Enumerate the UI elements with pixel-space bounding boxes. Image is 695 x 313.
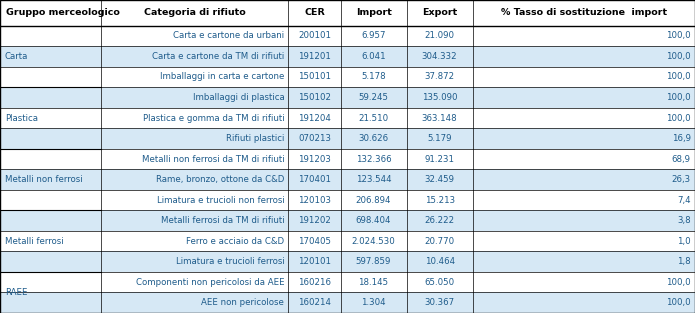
- Text: 30.367: 30.367: [425, 298, 455, 307]
- Text: Carta e cartone da TM di rifiuti: Carta e cartone da TM di rifiuti: [152, 52, 284, 61]
- Text: 120103: 120103: [298, 196, 331, 205]
- Text: 65.050: 65.050: [425, 278, 455, 287]
- Text: 100,0: 100,0: [667, 278, 691, 287]
- Text: 132.366: 132.366: [356, 155, 391, 164]
- Text: 698.404: 698.404: [356, 216, 391, 225]
- Text: 26.222: 26.222: [425, 216, 455, 225]
- Bar: [0, 210, 695, 231]
- Text: 206.894: 206.894: [356, 196, 391, 205]
- Text: RAEE: RAEE: [5, 288, 27, 297]
- Text: 160214: 160214: [298, 298, 331, 307]
- Text: 5.179: 5.179: [427, 134, 452, 143]
- Bar: [0, 87, 695, 108]
- Bar: [0, 272, 695, 292]
- Text: 100,0: 100,0: [667, 73, 691, 81]
- Text: 32.459: 32.459: [425, 175, 455, 184]
- Text: 1,8: 1,8: [677, 257, 691, 266]
- Text: 20.770: 20.770: [425, 237, 455, 246]
- Text: 6.041: 6.041: [361, 52, 386, 61]
- Text: 1,0: 1,0: [677, 237, 691, 246]
- Text: 070213: 070213: [298, 134, 331, 143]
- Text: 7,4: 7,4: [677, 196, 691, 205]
- Text: Ferro e acciaio da C&D: Ferro e acciaio da C&D: [186, 237, 284, 246]
- Text: 26,3: 26,3: [671, 175, 691, 184]
- Text: 304.332: 304.332: [422, 52, 457, 61]
- Text: 363.148: 363.148: [422, 114, 457, 122]
- Bar: [0, 0, 695, 26]
- Text: 160216: 160216: [298, 278, 331, 287]
- Text: Carta: Carta: [5, 52, 28, 61]
- Text: 597.859: 597.859: [356, 257, 391, 266]
- Bar: [0, 251, 695, 272]
- Text: 123.544: 123.544: [356, 175, 391, 184]
- Text: CER: CER: [304, 8, 325, 17]
- Bar: [0, 190, 695, 210]
- Text: 91.231: 91.231: [425, 155, 455, 164]
- Text: Carta e cartone da urbani: Carta e cartone da urbani: [173, 31, 284, 40]
- Text: 37.872: 37.872: [425, 73, 455, 81]
- Text: 170405: 170405: [298, 237, 331, 246]
- Text: Import: Import: [356, 8, 391, 17]
- Text: Plastica: Plastica: [5, 114, 38, 122]
- Text: 150102: 150102: [298, 93, 331, 102]
- Text: 200101: 200101: [298, 31, 331, 40]
- Text: 135.090: 135.090: [422, 93, 457, 102]
- Text: Plastica e gomma da TM di rifiuti: Plastica e gomma da TM di rifiuti: [142, 114, 284, 122]
- Text: 18.145: 18.145: [359, 278, 389, 287]
- Bar: [0, 292, 695, 313]
- Bar: [0, 26, 695, 46]
- Text: Rifiuti plastici: Rifiuti plastici: [226, 134, 284, 143]
- Text: 1.304: 1.304: [361, 298, 386, 307]
- Text: 191204: 191204: [298, 114, 331, 122]
- Bar: [0, 46, 695, 67]
- Text: Limatura e trucioli non ferrosi: Limatura e trucioli non ferrosi: [156, 196, 284, 205]
- Text: Gruppo merceologico: Gruppo merceologico: [6, 8, 120, 17]
- Bar: [0, 231, 695, 251]
- Text: Imballaggi di plastica: Imballaggi di plastica: [193, 93, 284, 102]
- Bar: [0, 149, 695, 169]
- Text: Limatura e trucioli ferrosi: Limatura e trucioli ferrosi: [176, 257, 284, 266]
- Text: AEE non pericolose: AEE non pericolose: [202, 298, 284, 307]
- Text: 59.245: 59.245: [359, 93, 389, 102]
- Text: 6.957: 6.957: [361, 31, 386, 40]
- Text: 120101: 120101: [298, 257, 331, 266]
- Text: 68,9: 68,9: [672, 155, 691, 164]
- Text: 100,0: 100,0: [667, 52, 691, 61]
- Text: 100,0: 100,0: [667, 31, 691, 40]
- Bar: [0, 169, 695, 190]
- Text: 16,9: 16,9: [672, 134, 691, 143]
- Text: 2.024.530: 2.024.530: [352, 237, 395, 246]
- Text: 21.510: 21.510: [359, 114, 389, 122]
- Text: Metalli ferrosi da TM di rifiuti: Metalli ferrosi da TM di rifiuti: [161, 216, 284, 225]
- Text: 15.213: 15.213: [425, 196, 455, 205]
- Text: Rame, bronzo, ottone da C&D: Rame, bronzo, ottone da C&D: [156, 175, 284, 184]
- Text: 30.626: 30.626: [359, 134, 389, 143]
- Bar: [0, 108, 695, 128]
- Text: 3,8: 3,8: [677, 216, 691, 225]
- Text: 5.178: 5.178: [361, 73, 386, 81]
- Text: Componenti non pericolosi da AEE: Componenti non pericolosi da AEE: [136, 278, 284, 287]
- Text: % Tasso di sostituzione  import: % Tasso di sostituzione import: [500, 8, 667, 17]
- Text: 100,0: 100,0: [667, 298, 691, 307]
- Text: 100,0: 100,0: [667, 93, 691, 102]
- Text: 170401: 170401: [298, 175, 331, 184]
- Text: Imballaggi in carta e cartone: Imballaggi in carta e cartone: [160, 73, 284, 81]
- Text: 191201: 191201: [298, 52, 331, 61]
- Text: 191203: 191203: [298, 155, 331, 164]
- Text: 10.464: 10.464: [425, 257, 455, 266]
- Bar: [0, 128, 695, 149]
- Text: 100,0: 100,0: [667, 114, 691, 122]
- Text: 150101: 150101: [298, 73, 331, 81]
- Text: Export: Export: [422, 8, 457, 17]
- Text: 21.090: 21.090: [425, 31, 455, 40]
- Bar: [0, 67, 695, 87]
- Text: 191202: 191202: [298, 216, 331, 225]
- Text: Metalli non ferrosi: Metalli non ferrosi: [5, 175, 83, 184]
- Text: Metalli non ferrosi da TM di rifiuti: Metalli non ferrosi da TM di rifiuti: [142, 155, 284, 164]
- Text: Categoria di rifiuto: Categoria di rifiuto: [144, 8, 245, 17]
- Text: Metalli ferrosi: Metalli ferrosi: [5, 237, 63, 246]
